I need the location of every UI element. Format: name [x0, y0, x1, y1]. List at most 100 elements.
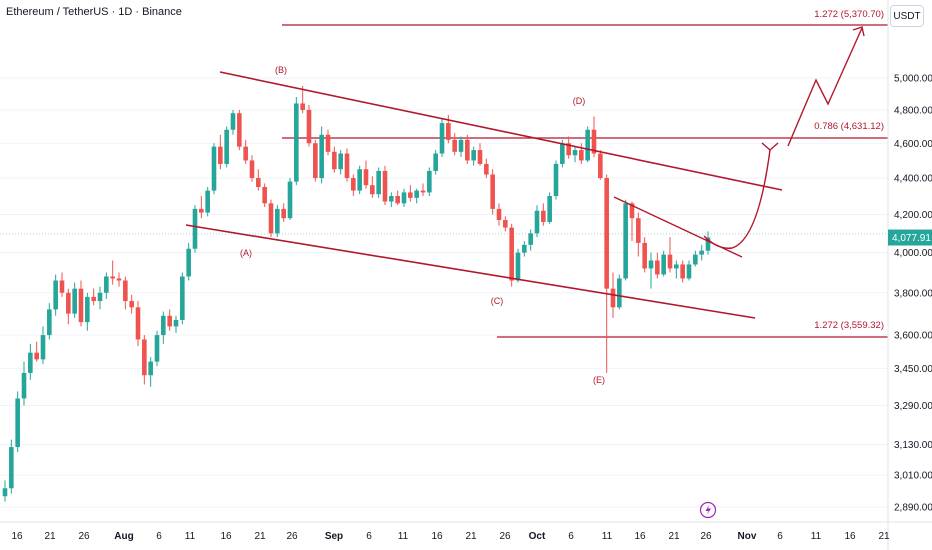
candle-body: [667, 254, 673, 269]
candle: [180, 272, 185, 325]
candle: [705, 231, 711, 255]
candle: [21, 361, 27, 406]
candle: [636, 212, 641, 257]
projection-arrow-1: [761, 142, 779, 151]
candle-body: [572, 150, 578, 156]
candle: [363, 160, 369, 189]
fib-lines: [0, 24, 888, 338]
candle: [351, 174, 356, 197]
candle-body: [598, 153, 603, 179]
candle-body: [344, 153, 350, 179]
time-tick-label: 21: [44, 531, 56, 542]
candle: [249, 155, 255, 182]
time-tick-label: Nov: [738, 531, 757, 542]
candle: [53, 274, 58, 316]
candle: [205, 186, 210, 217]
projection-arrow-2: [852, 26, 865, 37]
candle: [458, 136, 464, 157]
wave-label: (E): [593, 375, 605, 385]
candle: [661, 250, 666, 277]
candle: [161, 311, 166, 344]
candle-body: [610, 288, 616, 308]
candle: [199, 196, 204, 219]
wave-label: (D): [573, 96, 586, 106]
price-axis[interactable]: 5,000.00 4,800.00 4,600.00 4,400.00 4,200.00…: [887, 0, 932, 550]
candle-body: [623, 203, 628, 279]
time-axis[interactable]: 16 21 26 Aug 6 11 16 21 26 Sep 6 11 16 21 26 Oct 6 11 16 21…: [0, 521, 932, 542]
time-tick-label: 16: [634, 531, 646, 542]
candle-body: [161, 315, 166, 336]
candle: [503, 216, 508, 232]
candle-body: [237, 113, 242, 147]
currency-button[interactable]: USDT: [890, 5, 924, 27]
candle: [528, 229, 533, 251]
annotation-labels: (A) (B) (C) (D) (E) 1.272 (5,370.70) 0.786 (4,…: [240, 9, 884, 519]
candle-body: [59, 280, 65, 293]
candle-body: [655, 260, 660, 275]
candle-body: [528, 233, 533, 245]
time-tick-label: 26: [499, 531, 511, 542]
candle: [642, 237, 647, 273]
candle-body: [319, 134, 324, 179]
candle: [439, 118, 445, 157]
time-tick-label: 6: [156, 531, 162, 542]
candle: [433, 150, 438, 175]
candle: [72, 282, 77, 318]
candle-body: [192, 208, 198, 249]
lightning-icon-bolt: [705, 504, 711, 516]
candle: [427, 167, 432, 197]
candle-body: [40, 335, 46, 360]
price-tick-label: 3,010.00: [894, 471, 932, 482]
candle-body: [636, 218, 641, 243]
candle: [28, 343, 33, 380]
candle: [154, 330, 160, 367]
time-tick-label: 26: [78, 531, 90, 542]
candle-body: [129, 301, 134, 308]
candle-body: [477, 150, 483, 164]
candle: [142, 335, 147, 385]
candle: [534, 205, 540, 238]
candle-body: [287, 181, 293, 219]
candle-body: [21, 372, 27, 399]
price-tick-label: 3,800.00: [894, 288, 932, 299]
candle: [40, 326, 46, 364]
candle-body: [230, 113, 236, 130]
candle-body: [78, 288, 84, 323]
candle: [306, 105, 312, 147]
candle-body: [427, 170, 432, 193]
lightning-icon[interactable]: [699, 501, 717, 519]
candle: [420, 183, 426, 197]
candle-body: [249, 160, 255, 179]
candle: [135, 301, 141, 347]
channel-upper-line: [219, 71, 783, 191]
candle: [97, 286, 103, 310]
candle: [116, 272, 122, 287]
candle-body: [370, 185, 375, 195]
candle-body: [142, 339, 147, 376]
candle: [686, 260, 692, 281]
candle-body: [9, 447, 14, 489]
candle-body: [173, 320, 179, 327]
candle: [490, 169, 495, 215]
time-tick-label: 6: [777, 531, 783, 542]
candle-body: [509, 227, 514, 281]
candle-body: [522, 244, 527, 253]
price-tick-label: 4,800.00: [894, 105, 932, 116]
candle: [389, 192, 394, 208]
candle: [484, 158, 489, 179]
candle: [148, 357, 153, 387]
candle-body: [553, 163, 559, 197]
candle-body: [148, 361, 153, 376]
candle: [515, 248, 521, 283]
candle-body: [705, 237, 711, 251]
candle-body: [591, 129, 597, 154]
candle-body: [503, 220, 508, 228]
candle-body: [458, 139, 464, 152]
candle-body: [357, 169, 362, 191]
candle: [401, 188, 407, 208]
candle-body: [674, 264, 679, 269]
candle-body: [642, 242, 647, 269]
candle-body: [547, 196, 552, 222]
candle-body: [465, 139, 470, 161]
